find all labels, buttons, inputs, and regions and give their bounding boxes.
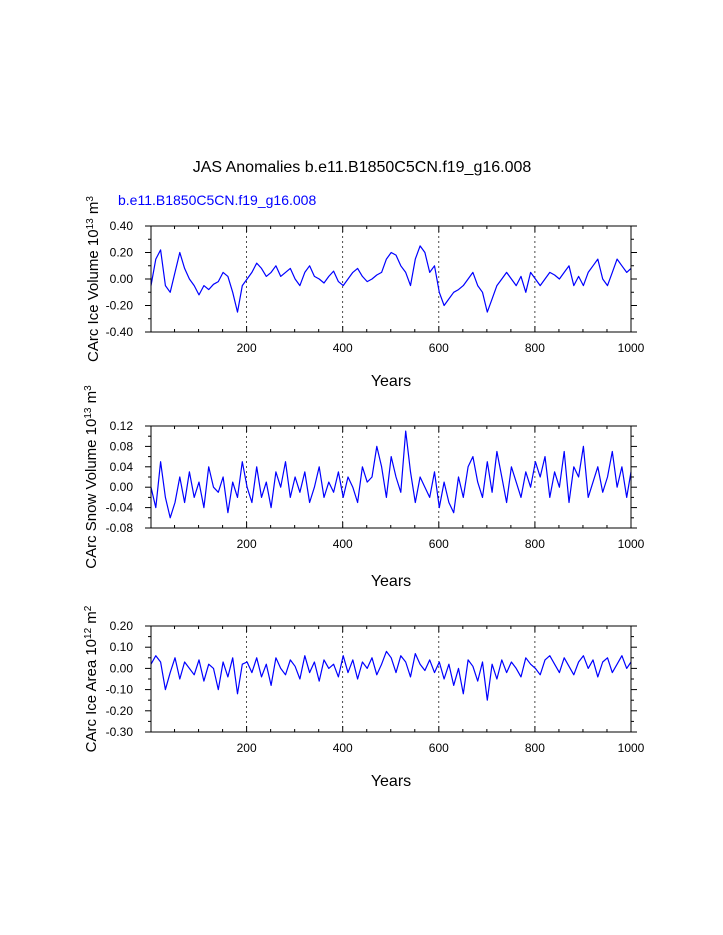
y-tick-label: -0.40 xyxy=(106,325,134,339)
x-axis-label: Years xyxy=(371,773,411,790)
x-tick-label: 600 xyxy=(429,341,449,355)
y-tick-label: -0.20 xyxy=(106,299,134,313)
y-tick-label: 0.20 xyxy=(110,246,134,260)
x-tick-label: 400 xyxy=(333,537,353,551)
chart-panel-3: 200 400 600 800 1000 0.20 0.10 0.00 -0.10 -0.20 -0… xyxy=(83,605,645,790)
x-tick-label: 400 xyxy=(333,341,353,355)
y-tick-label: 0.10 xyxy=(110,640,134,654)
x-tick-label: 600 xyxy=(429,537,449,551)
y-tick-label: -0.10 xyxy=(106,683,134,697)
x-tick-label: 1000 xyxy=(618,341,645,355)
x-tick-label: 800 xyxy=(525,537,545,551)
x-tick-label: 1000 xyxy=(618,741,645,755)
y-tick-label: 0.04 xyxy=(110,460,134,474)
y-tick-label: 0.08 xyxy=(110,439,134,453)
x-tick-label: 800 xyxy=(525,341,545,355)
y-tick-label: -0.04 xyxy=(106,501,134,515)
y-axis-label: CArc Ice Volume 1013 m3 xyxy=(85,196,103,362)
series-line xyxy=(150,245,632,313)
y-tick-label: 0.00 xyxy=(110,661,134,675)
x-axis-label: Years xyxy=(371,573,411,590)
plot-frame xyxy=(150,625,632,733)
figure-title: JAS Anomalies b.e11.B1850C5CN.f19_g16.00… xyxy=(193,159,532,176)
x-tick-label: 200 xyxy=(237,537,257,551)
y-tick-label: 0.00 xyxy=(110,272,134,286)
panels: 200 400 600 800 1000 0.40 0.20 0.00 -0.20 -0.40 Ye… xyxy=(83,196,645,790)
y-tick-label: 0.20 xyxy=(110,619,134,633)
y-axis-label: CArc Snow Volume 1013 m3 xyxy=(83,385,101,569)
y-tick-label: -0.08 xyxy=(106,521,134,535)
y-tick-label: 0.12 xyxy=(110,419,134,433)
x-tick-label: 600 xyxy=(429,741,449,755)
x-axis-label: Years xyxy=(371,373,411,390)
x-tick-label: 200 xyxy=(237,741,257,755)
case-label: b.e11.B1850C5CN.f19_g16.008 xyxy=(118,192,316,208)
x-tick-label: 200 xyxy=(237,341,257,355)
y-tick-label: -0.20 xyxy=(106,704,134,718)
chart-panel-1: 200 400 600 800 1000 0.40 0.20 0.00 -0.20 -0.40 Ye… xyxy=(85,196,645,390)
y-tick-label: -0.30 xyxy=(106,725,134,739)
y-tick-label: 0.40 xyxy=(110,219,134,233)
series-line xyxy=(150,430,632,519)
series-line xyxy=(150,650,632,701)
y-tick-label: 0.00 xyxy=(110,480,134,494)
chart-panel-2: 200 400 600 800 1000 0.12 0.08 0.04 0.00 -0.04 -0.… xyxy=(83,385,645,590)
x-tick-label: 1000 xyxy=(618,537,645,551)
x-tick-label: 400 xyxy=(333,741,353,755)
y-axis-label: CArc Ice Area 1012 m2 xyxy=(83,605,101,752)
x-tick-label: 800 xyxy=(525,741,545,755)
